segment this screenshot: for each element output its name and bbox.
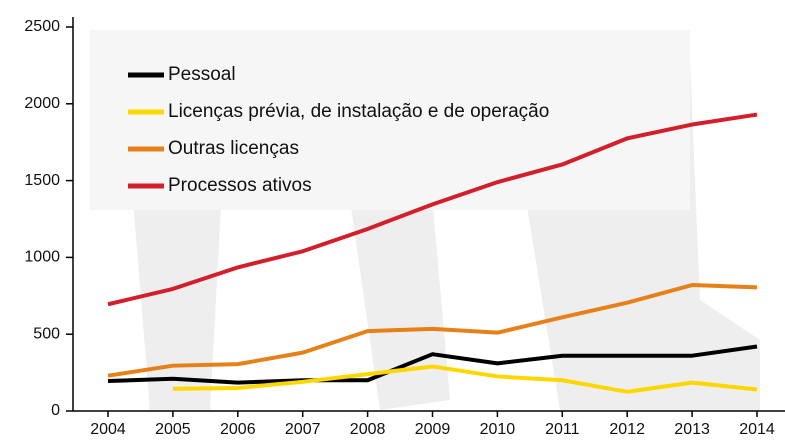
x-tick-label: 2007 [285,421,321,438]
chart: 0 500 1000 1500 2000 2500 2004 2005 2006 2007 2008… [0,0,785,440]
y-tick-label: 1000 [24,249,60,266]
x-tick-label: 2009 [415,421,451,438]
legend-label: Pessoal [168,64,236,85]
x-tick-label: 2006 [220,421,256,438]
legend-label: Outras licenças [168,138,299,159]
legend-label: Processos ativos [168,175,312,196]
x-tick-label: 2012 [609,421,645,438]
y-tick-label: 0 [51,402,60,419]
x-tick-label: 2010 [480,421,516,438]
x-tick-label: 2013 [674,421,710,438]
watermark [90,30,760,410]
y-tick-label: 500 [33,325,60,342]
y-tick-label: 2000 [24,95,60,112]
y-tick-label: 1500 [24,172,60,189]
y-tick-label: 2500 [24,18,60,35]
x-tick-label: 2014 [739,421,775,438]
x-tick-label: 2011 [545,421,580,438]
x-tick-label: 2005 [155,421,191,438]
x-tick-label: 2004 [90,421,126,438]
legend-label: Licenças prévia, de instalação e de oper… [168,101,549,122]
x-tick-label: 2008 [350,421,386,438]
